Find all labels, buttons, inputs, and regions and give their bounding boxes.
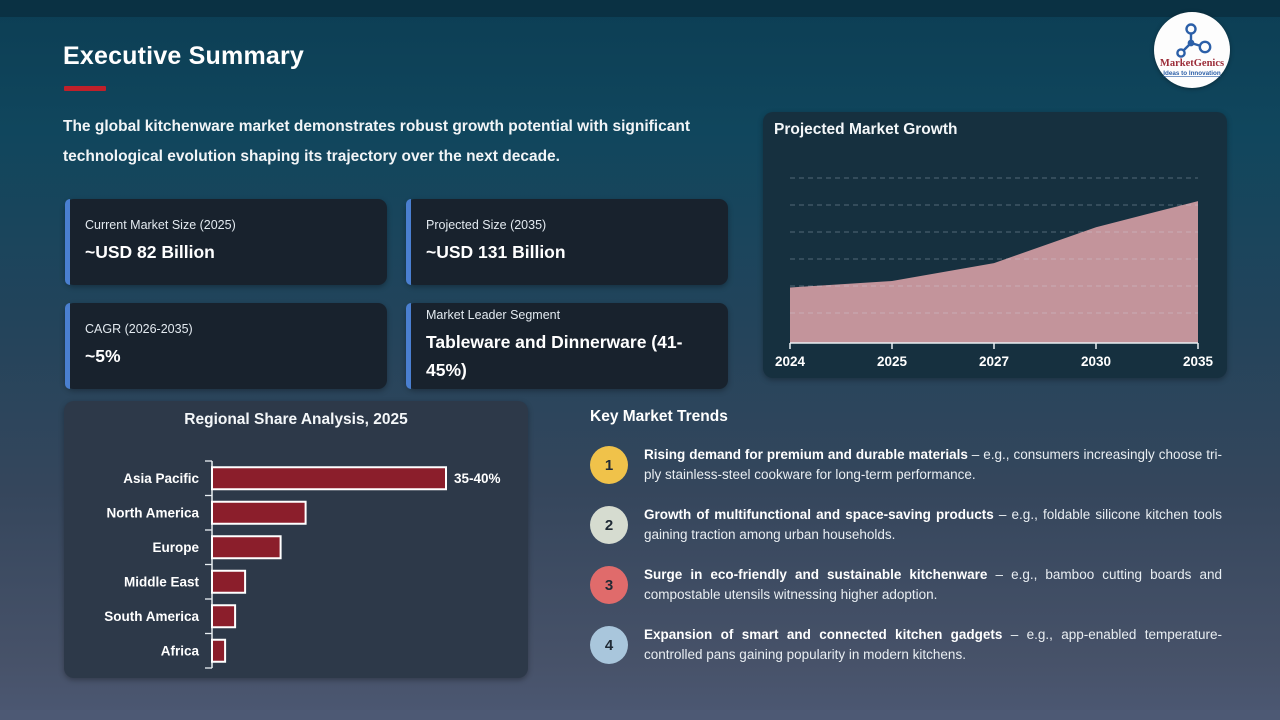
molecule-icon (1176, 23, 1212, 58)
key-market-trends: Key Market Trends 1 Rising demand for pr… (590, 408, 1222, 685)
chart-title-regional-share: Regional Share Analysis, 2025 (184, 411, 408, 428)
category-label: Europe (152, 540, 199, 555)
stat-card-cagr: CAGR (2026-2035) ~5% (65, 303, 387, 389)
intro-paragraph: The global kitchenware market demonstrat… (63, 118, 690, 165)
trend-text: Expansion of smart and connected kitchen… (644, 625, 1222, 664)
trend-number-badge: 3 (590, 566, 628, 604)
bar-middle-east (211, 569, 247, 594)
stat-label: Market Leader Segment (426, 308, 561, 323)
bar-chart: Asia Pacific 35-40% North America Europe Mid… (104, 460, 501, 669)
trend-item-2: 2 Growth of multifunctional and space-sa… (590, 505, 1222, 544)
trend-rest-text: – e.g., bamboo cutting boards and compos… (644, 567, 1222, 602)
trend-bold-text: Expansion of smart and connected kitchen… (644, 627, 1003, 642)
x-tick-label: 2027 (979, 354, 1009, 369)
stat-label: CAGR (2026-2035) (85, 321, 193, 336)
trend-bold-text: Surge in eco-friendly and sustainable ki… (644, 567, 988, 582)
x-tick-label: 2025 (877, 354, 908, 369)
trend-text: Rising demand for premium and durable ma… (644, 445, 1222, 484)
projected-market-growth-card: 2024 2025 2027 2030 2035 Projected Market Gr… (763, 112, 1227, 378)
category-label: South America (104, 609, 199, 624)
trend-rest-text: – e.g., app-enabled temperature-controll… (644, 627, 1222, 662)
trend-bold-text: Growth of multifunctional and space-savi… (644, 507, 994, 522)
area-chart: 2024 2025 2027 2030 2035 (775, 177, 1214, 369)
stats-grid: Current Market Size (2025) ~USD 82 Billi… (65, 199, 728, 389)
trend-item-1: 1 Rising demand for premium and durable … (590, 445, 1222, 484)
stat-card-current-market-size: Current Market Size (2025) ~USD 82 Billi… (65, 199, 387, 285)
stat-value: ~5% (85, 345, 121, 366)
bottom-strip (0, 710, 1280, 720)
trend-item-3: 3 Surge in eco-friendly and sustainable … (590, 565, 1222, 604)
trend-number-badge: 2 (590, 506, 628, 544)
stat-value: ~USD 131 Billion (426, 241, 566, 262)
chart-title-projected-growth: Projected Market Growth (774, 121, 958, 138)
trend-item-4: 4 Expansion of smart and connected kitch… (590, 625, 1222, 664)
regional-share-card: Regional Share Analysis, 2025 Asia Pacif… (64, 401, 528, 678)
bar-north-america (211, 500, 307, 525)
stat-card-market-leader: Market Leader Segment Tableware and Dinn… (406, 303, 728, 389)
x-tick-label: 2035 (1183, 354, 1214, 369)
logo-graphic: MarketGenics Ideas to Innovation (1160, 23, 1224, 77)
area-series (790, 201, 1198, 343)
trend-text: Growth of multifunctional and space-savi… (644, 505, 1222, 544)
trend-rest-text: – e.g., consumers increasingly choose tr… (644, 447, 1222, 482)
logo-name: MarketGenics (1160, 58, 1224, 69)
bar-south-america (211, 604, 237, 629)
stat-label: Current Market Size (2025) (85, 217, 236, 232)
top-strip (0, 0, 1280, 17)
stat-value: ~USD 82 Billion (85, 241, 215, 262)
trend-text: Surge in eco-friendly and sustainable ki… (644, 565, 1222, 604)
x-tick-label: 2030 (1081, 354, 1111, 369)
category-label: Middle East (124, 574, 200, 589)
trend-bold-text: Rising demand for premium and durable ma… (644, 447, 968, 462)
x-tick-label: 2024 (775, 354, 806, 369)
trend-number-badge: 1 (590, 446, 628, 484)
category-label: Asia Pacific (123, 471, 199, 486)
stat-label: Projected Size (2035) (426, 217, 547, 232)
stat-value: Tableware and Dinnerware (41-45%) (426, 332, 683, 380)
trend-rest-text: – e.g., foldable silicone kitchen tools … (644, 507, 1222, 542)
category-label: Africa (161, 643, 200, 658)
bar-europe (211, 535, 282, 560)
category-label: North America (106, 505, 199, 520)
trend-number-badge: 4 (590, 626, 628, 664)
data-label: 35-40% (454, 471, 501, 486)
logo-tagline: Ideas to Innovation (1163, 70, 1221, 77)
title-underline (64, 86, 106, 91)
bar-asia-pacific (211, 466, 447, 491)
marketgenics-logo: MarketGenics Ideas to Innovation (1154, 12, 1230, 88)
stat-card-projected-size: Projected Size (2035) ~USD 131 Billion (406, 199, 728, 285)
bar-africa (211, 638, 227, 663)
page-title: Executive Summary (63, 42, 305, 70)
trends-heading: Key Market Trends (590, 408, 728, 425)
